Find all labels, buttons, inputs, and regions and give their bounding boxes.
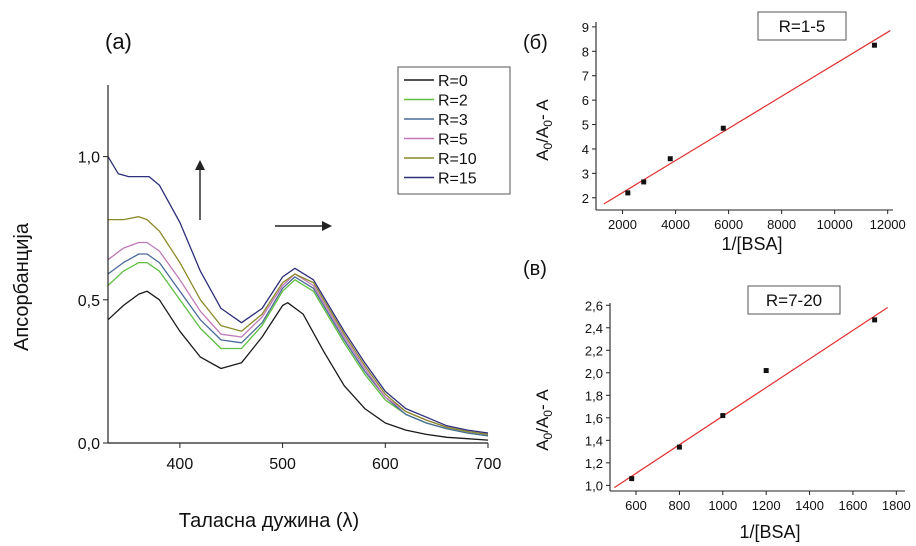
- y-tick-label: 2,4: [585, 321, 603, 336]
- x-tick-label: 500: [269, 456, 296, 473]
- y-tick-label: 5: [582, 118, 589, 133]
- panel-b-y-axis-label: A0/A0- A: [533, 99, 555, 161]
- x-tick-label: 800: [669, 498, 691, 513]
- x-tick-label: 1200: [752, 498, 781, 513]
- panel-b-plot: 2000 4000 6000 8000 10000 12000 2 3 4 5 6 7 8 9: [582, 20, 906, 232]
- panel-a-label: (а): [105, 29, 132, 54]
- y-tick-label: 1,0: [585, 478, 603, 493]
- y-tick-label: 6: [582, 93, 589, 108]
- y-tick-label: 3: [582, 166, 589, 181]
- panel-a-x-axis-label: Таласна дужина (λ): [179, 510, 359, 532]
- y-tick-label: 1,4: [585, 433, 603, 448]
- data-point: [676, 444, 682, 450]
- fit-line: [614, 307, 888, 489]
- x-tick-label: 700: [475, 456, 502, 473]
- y-tick-label: 8: [582, 44, 589, 59]
- series-line-r-10: [108, 216, 489, 436]
- panel-c-x-axis-label: 1/[BSA]: [739, 522, 800, 542]
- y-tick-label: 9: [582, 20, 589, 35]
- panel-c-scatter-chart: (в) 600 800 1000 1200 1400 1600 1800 1,0 1,2 1,4 1…: [523, 258, 911, 542]
- x-tick-label: 600: [625, 498, 647, 513]
- x-tick-label: 1000: [708, 498, 737, 513]
- panel-c-y-axis-label: A0/A0- A: [533, 389, 555, 451]
- panel-b-annotation-box: R=1-5: [757, 11, 847, 41]
- right-arrow-icon: [275, 221, 332, 231]
- x-tick-label: 1600: [838, 498, 867, 513]
- y-tick-label: 2: [582, 191, 589, 206]
- x-tick-label: 600: [372, 456, 399, 473]
- x-tick-label: 2000: [608, 217, 637, 232]
- legend-entry: R=10: [438, 151, 477, 168]
- data-point: [667, 156, 673, 162]
- y-tick-label: 2,6: [585, 298, 603, 313]
- x-tick-label: 12000: [870, 217, 906, 232]
- x-tick-label: 8000: [767, 217, 796, 232]
- data-point: [872, 317, 878, 323]
- y-tick-label: 0,0: [78, 436, 100, 453]
- y-tick-label: 7: [582, 69, 589, 84]
- data-point: [629, 476, 635, 482]
- panel-a-curves: [107, 156, 489, 441]
- data-point: [720, 413, 726, 419]
- panel-b-label: (б): [523, 32, 548, 54]
- x-tick-label: 1400: [795, 498, 824, 513]
- x-tick-label: 10000: [817, 217, 853, 232]
- data-point: [625, 190, 631, 196]
- y-tick-label: 1,8: [585, 388, 603, 403]
- legend-entry: R=3: [438, 112, 468, 129]
- series-line-r-0: [107, 290, 489, 441]
- up-arrow-icon: [195, 160, 205, 220]
- legend-entry: R=5: [438, 132, 468, 149]
- series-line-r-2: [107, 261, 489, 437]
- panel-a-legend: R=0 R=2 R=3 R=5 R=10 R=15: [397, 66, 511, 195]
- legend-entry: R=0: [438, 73, 468, 90]
- panel-a-axes: 400 500 600 700 0,0 0,5 1,0: [78, 85, 502, 473]
- data-point: [641, 179, 647, 185]
- series-line-r-3: [107, 253, 489, 437]
- y-tick-label: 0,5: [78, 293, 100, 310]
- x-tick-label: 1800: [882, 498, 911, 513]
- x-tick-label: 400: [167, 456, 194, 473]
- y-tick-label: 1,2: [585, 456, 603, 471]
- data-point: [720, 125, 726, 131]
- y-tick-label: 4: [582, 142, 589, 157]
- y-tick-label: 1,6: [585, 411, 603, 426]
- panel-c-annotation-box: R=7-20: [747, 285, 841, 315]
- series-line-r-15: [107, 156, 489, 434]
- x-tick-label: 6000: [714, 217, 743, 232]
- legend-entry: R=2: [438, 93, 468, 110]
- panel-a-y-axis-label: Апсорбанција: [11, 222, 33, 351]
- y-tick-label: 1,0: [78, 150, 100, 167]
- data-point: [871, 42, 877, 48]
- legend-entry: R=15: [438, 171, 477, 188]
- panel-c-label: (в): [523, 258, 547, 280]
- panel-b-scatter-chart: (б) 2000 4000 6000 8000 10000 12000 2 3 4 5 6 7 8 9 R…: [523, 11, 906, 254]
- x-tick-label: 4000: [661, 217, 690, 232]
- panel-c-annotation: R=7-20: [766, 291, 822, 310]
- data-point: [763, 368, 769, 374]
- y-tick-label: 2,2: [585, 343, 603, 358]
- panel-c-plot: 600 800 1000 1200 1400 1600 1800 1,0 1,2 1,4 1,6 1,…: [585, 298, 911, 513]
- panel-b-x-axis-label: 1/[BSA]: [721, 234, 782, 254]
- legend-box: [397, 66, 511, 195]
- fit-line: [603, 30, 891, 205]
- y-tick-label: 2,0: [585, 366, 603, 381]
- panel-b-annotation: R=1-5: [779, 17, 826, 36]
